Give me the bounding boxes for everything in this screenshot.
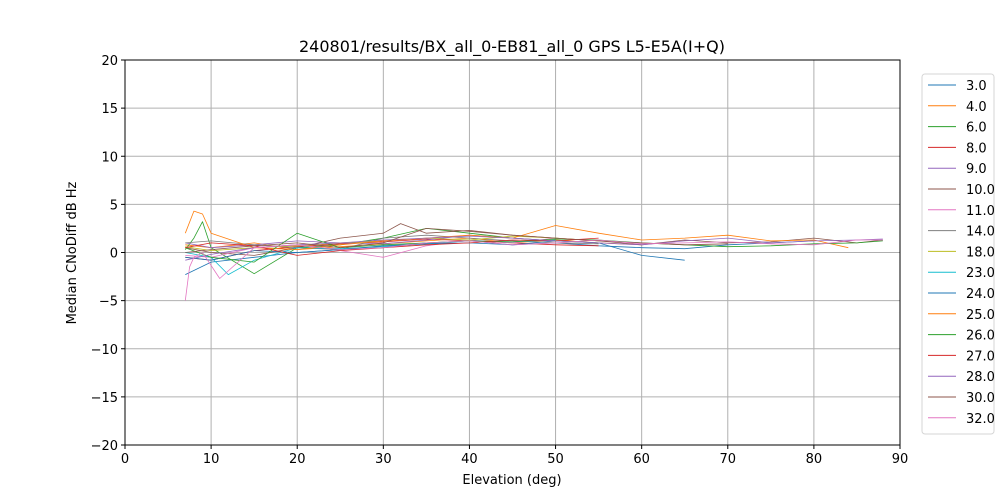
grid-lines — [124, 59, 901, 446]
y-tick-label: 0 — [110, 247, 118, 262]
x-tick-label: 90 — [892, 452, 909, 467]
chart-title: 240801/results/BX_all_0-EB81_all_0 GPS L… — [299, 37, 725, 57]
y-axis-ticks: −20 −15 −10 −5 0 5 10 15 20 — [91, 54, 125, 454]
y-tick-label: 20 — [101, 54, 118, 69]
x-tick-label: 30 — [375, 452, 392, 467]
x-tick-label: 50 — [547, 452, 564, 467]
x-axis-ticks: 0 10 20 30 40 50 60 70 80 90 — [121, 445, 908, 467]
legend-label: 3.0 — [966, 79, 987, 94]
y-tick-label: −20 — [91, 439, 118, 454]
series-line-25-0 — [184, 210, 849, 251]
y-tick-label: −15 — [91, 391, 118, 406]
y-tick-label: 5 — [110, 198, 118, 213]
series-line-32-0 — [184, 239, 883, 301]
legend-label: 27.0 — [966, 349, 995, 364]
x-axis-label: Elevation (deg) — [462, 473, 561, 488]
x-tick-label: 10 — [203, 452, 220, 467]
legend-label: 14.0 — [966, 225, 995, 240]
legend-label: 18.0 — [966, 245, 995, 260]
legend-label: 24.0 — [966, 287, 995, 302]
x-tick-label: 70 — [720, 452, 737, 467]
series-line-6-0 — [184, 221, 599, 275]
x-tick-label: 40 — [461, 452, 478, 467]
legend-label: 10.0 — [966, 183, 995, 198]
legend-label: 30.0 — [966, 391, 995, 406]
legend-label: 4.0 — [966, 100, 987, 115]
y-axis-label: Median CNoDiff dB Hz — [65, 181, 80, 324]
y-tick-label: −10 — [91, 343, 118, 358]
x-tick-label: 80 — [806, 452, 823, 467]
x-tick-label: 0 — [121, 452, 129, 467]
legend-label: 6.0 — [966, 121, 987, 136]
legend-label: 9.0 — [966, 162, 987, 177]
legend-entries: 3.0 4.0 6.0 8.0 9.0 10.0 11.0 14.0 18.0 23.0 24.0 2… — [928, 79, 995, 427]
legend-frame — [921, 73, 995, 435]
x-tick-label: 20 — [289, 452, 306, 467]
legend-label: 26.0 — [966, 329, 995, 344]
legend: 3.0 4.0 6.0 8.0 9.0 10.0 11.0 14.0 18.0 23.0 24.0 2… — [921, 73, 995, 435]
y-tick-label: −5 — [99, 295, 118, 310]
legend-label: 25.0 — [966, 308, 995, 323]
y-tick-label: 15 — [101, 102, 118, 117]
legend-label: 8.0 — [966, 141, 987, 156]
legend-label: 23.0 — [966, 266, 995, 281]
legend-label: 32.0 — [966, 412, 995, 427]
y-tick-label: 10 — [101, 150, 118, 165]
legend-label: 28.0 — [966, 370, 995, 385]
series-line-30-0 — [185, 227, 728, 253]
series-lines — [184, 210, 883, 301]
legend-label: 11.0 — [966, 204, 995, 219]
x-tick-label: 60 — [633, 452, 650, 467]
